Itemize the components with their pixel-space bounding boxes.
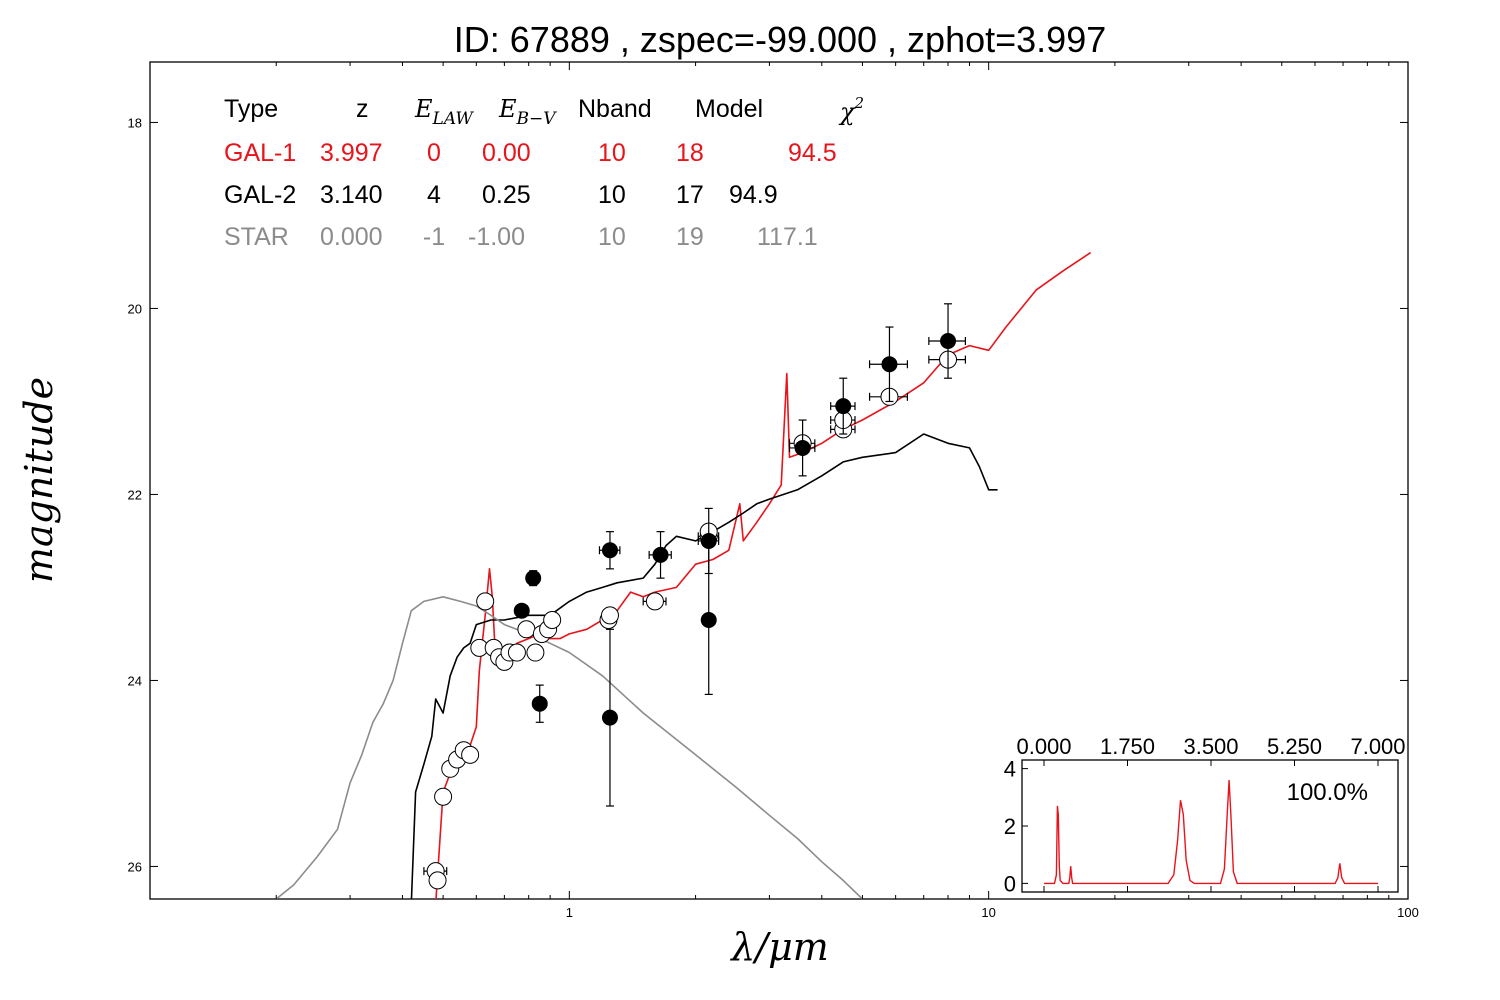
table-cell-chi2: 94.9 [729,181,778,209]
table-header-elaw: ELAW [414,95,474,129]
model-point [645,592,664,611]
table-header-ebv-main: E [498,95,517,123]
table-cell-nband: 10 [598,139,626,167]
inset-layer: 0.000 1.750 3.500 5.250 7.000 0 2 4 [1004,734,1406,896]
model-point [517,620,536,639]
model-point [507,643,526,662]
model-point [434,787,453,806]
table-cell-nband: 10 [598,181,626,209]
series-line-gal-2 [410,433,998,899]
table-cell-ebv: 0.25 [482,181,531,209]
observed-point [601,542,618,559]
table-header-elaw-sub: LAW [432,109,475,129]
table-cell-type: GAL-1 [224,139,296,167]
inset-y-tick-label: 0 [1004,871,1016,896]
model-point [476,592,495,611]
table-cell-chi2: 117.1 [757,223,818,251]
pdz-inset: 0.000 1.750 3.500 5.250 7.000 0 2 4 100.0% [1004,734,1406,896]
x-tick-label: 100 [1397,905,1419,920]
x-axis-label: λ/μm [729,925,829,969]
inset-percentage: 100.0% [1287,779,1368,806]
table-cell-type: STAR [224,223,289,251]
table-header-elaw-main: E [414,95,433,123]
table-header-ebv: EB−V [498,95,557,129]
observed-point [794,439,811,456]
table-cell-model: 19 [676,223,704,251]
y-axis-label: magnitude [17,377,61,583]
chart-title: ID: 67889 , zspec=-99.000 , zphot=3.997 [454,19,1106,60]
observed-point [700,612,717,628]
x-tick-label: 10 [981,905,995,920]
series-line-star [275,596,863,899]
y-tick-label: 18 [128,115,142,130]
fit-results-table: Type z ELAW EB−V Nband Model χ2 GAL-1 3.9… [224,94,864,251]
inset-x-tick-label: 7.000 [1350,734,1405,759]
inset-x-tick-label: 3.500 [1183,734,1238,759]
table-cell-law: -1 [423,223,445,251]
table-header-ebv-sub: B−V [516,109,558,129]
inset-y-tick-label: 2 [1004,814,1016,839]
table-cell-z: 3.140 [320,181,383,209]
inset-frame [1021,759,1399,893]
y-tick-label: 20 [128,301,142,316]
table-cell-law: 4 [427,181,441,209]
table-cell-model: 17 [676,181,704,209]
table-cell-ebv: -1.00 [468,223,525,251]
table-header-z: z [356,95,369,123]
table-cell-type: GAL-2 [224,181,296,209]
table-header-nband: Nband [578,95,652,123]
observed-point [835,398,852,415]
observed-point [601,709,618,726]
y-tick-label: 22 [128,487,142,502]
observed-point [531,695,548,712]
model-point [600,606,619,625]
x-tick-label: 1 [566,905,573,920]
inset-pdz-line [1044,780,1378,885]
table-cell-nband: 10 [598,223,626,251]
observed-point [513,602,530,619]
table-cell-model: 18 [676,139,704,167]
model-point [526,643,545,662]
table-header-chi2-main: χ [838,98,856,126]
points-layer [423,303,966,890]
inset-x-tick-label: 0.000 [1016,734,1071,759]
observed-point [940,333,957,349]
table-cell-ebv: 0.00 [482,139,531,167]
model-point [461,745,480,764]
table-cell-z: 0.000 [320,223,383,251]
table-cell-z: 3.997 [320,139,383,167]
table-header-model: Model [695,95,763,123]
table-header-chi2-sup: 2 [854,94,865,112]
observed-point [525,570,542,587]
model-point [428,871,447,890]
table-cell-law: 0 [427,139,441,167]
inset-y-tick-label: 4 [1004,757,1016,782]
plot-frame [149,61,1409,900]
inset-x-tick-label: 5.250 [1267,734,1322,759]
y-tick-label: 26 [128,859,142,874]
observed-point [652,546,669,563]
table-header-type: Type [224,95,278,123]
y-tick-label: 24 [128,673,142,688]
observed-point [881,356,898,373]
inset-x-tick-label: 1.750 [1100,734,1155,759]
table-cell-chi2: 94.5 [788,139,837,167]
table-header-chi2: χ2 [838,94,864,126]
model-point [543,611,562,629]
series-layer [275,251,1092,899]
